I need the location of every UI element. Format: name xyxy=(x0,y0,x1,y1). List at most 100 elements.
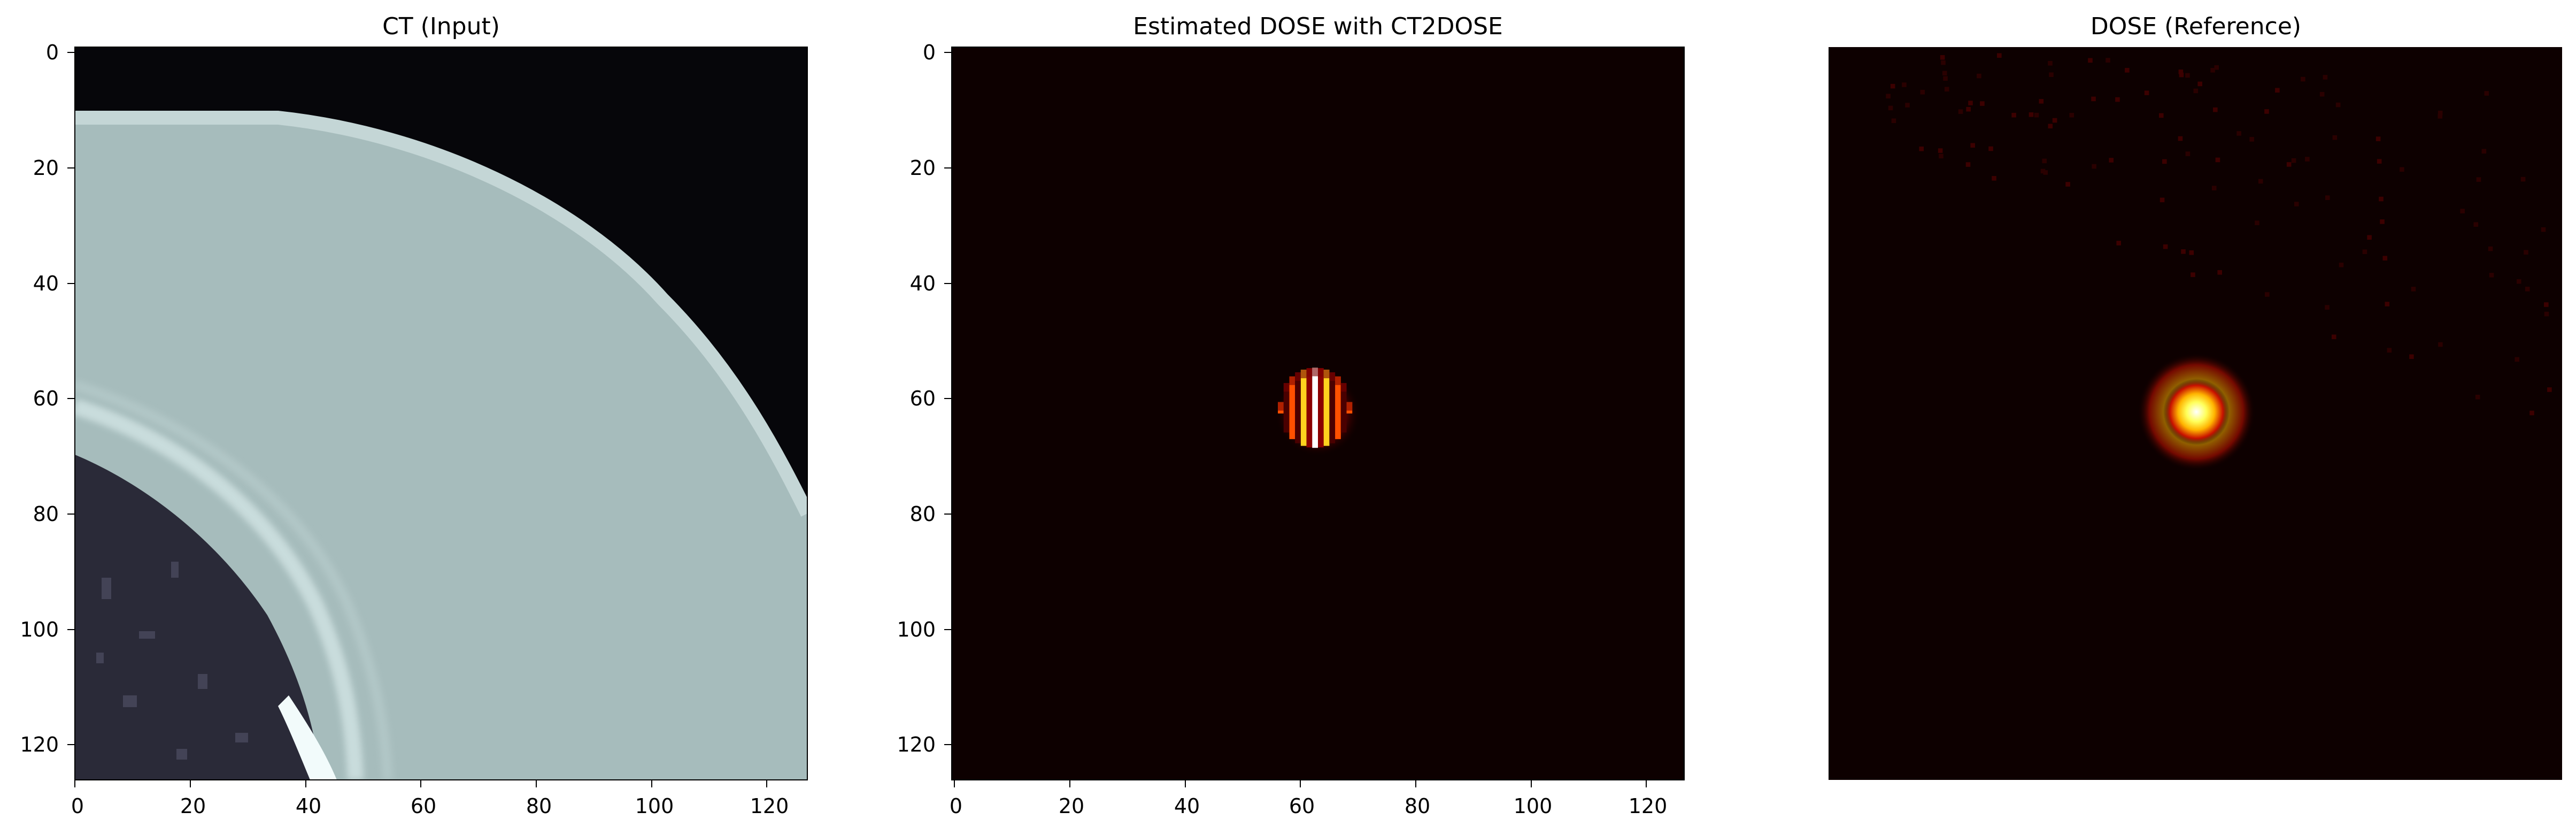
ct-lung-texture xyxy=(96,562,248,760)
estimated-dose-stripe xyxy=(1335,376,1341,439)
reference-dose-speckle xyxy=(1942,71,1947,76)
reference-dose-speckle xyxy=(1944,87,1949,92)
reference-dose-speckle xyxy=(2438,342,2443,347)
reference-dose-speckle xyxy=(2301,76,2305,82)
reference-dose-speckle xyxy=(2181,249,2186,254)
reference-dose-speckle xyxy=(1980,101,1985,106)
estimated-dose-x-tick-label: 40 xyxy=(1174,794,1200,818)
estimated-dose-y-ticks xyxy=(944,52,952,745)
reference-dose-speckle xyxy=(2039,99,2044,104)
ct-x-tick-label: 20 xyxy=(180,794,206,818)
ct-x-tick-label: 0 xyxy=(71,794,84,818)
reference-dose-speckle xyxy=(1988,146,1993,151)
estimated-dose-stripe-fade xyxy=(1346,402,1353,411)
reference-dose-speckle xyxy=(2193,88,2199,94)
reference-dose-speckle xyxy=(2489,273,2494,278)
reference-dose-speckle xyxy=(2197,81,2203,87)
reference-dose-speckle xyxy=(1966,106,1971,112)
reference-dose-speckle xyxy=(1902,82,1907,87)
reference-dose-speckle xyxy=(2029,112,2034,117)
reference-dose-speckle xyxy=(2305,157,2310,162)
ct-y-tick-label: 40 xyxy=(33,272,59,295)
estimated-dose-x-tick-label: 60 xyxy=(1289,794,1315,818)
estimated-dose-stripe xyxy=(1312,367,1318,448)
reference-dose-speckle xyxy=(2411,287,2416,292)
reference-dose-speckle xyxy=(2144,90,2149,95)
reference-dose-speckle xyxy=(1970,143,1975,148)
estimated-dose-x-ticks xyxy=(954,780,1647,787)
reference-dose-speckle xyxy=(2040,168,2046,174)
estimated-dose-stripe xyxy=(1318,368,1324,448)
reference-dose-speckle xyxy=(2159,197,2165,203)
reference-dose-speckle xyxy=(2544,302,2549,307)
reference-dose-speckle xyxy=(2481,149,2487,154)
reference-dose-speckle xyxy=(2387,348,2392,353)
reference-dose-speckle xyxy=(2325,305,2330,310)
reference-dose-speckle xyxy=(2265,292,2270,297)
reference-dose-speckle xyxy=(2484,91,2489,96)
reference-dose-speckle xyxy=(2236,131,2241,136)
reference-dose-speckle xyxy=(1891,118,1896,124)
reference-dose-speckle xyxy=(2215,157,2220,163)
ct-y-tick-label: 120 xyxy=(20,733,59,756)
reference-dose-speckle xyxy=(2325,195,2330,200)
reference-dose-speckle xyxy=(2367,235,2372,240)
reference-dose-speckle xyxy=(2516,279,2521,284)
ct-x-tick-label: 100 xyxy=(635,794,674,818)
estimated-dose-stripe-fade xyxy=(1278,402,1284,411)
reference-dose-speckle xyxy=(2011,112,2016,118)
reference-dose-speckle xyxy=(2116,241,2121,246)
estimated-dose-stripe xyxy=(1295,372,1301,443)
ct-y-tick-label: 0 xyxy=(46,41,59,64)
reference-dose-speckle xyxy=(2319,91,2325,97)
reference-dose-speckle xyxy=(2460,209,2465,213)
reference-dose-speckle xyxy=(1958,109,1963,114)
estimated-dose-stripe xyxy=(1340,383,1347,433)
reference-dose-speckle xyxy=(2185,151,2191,156)
estimated-dose-stripe xyxy=(1283,383,1290,433)
ct-panel-title: CT (Input) xyxy=(382,13,500,40)
reference-dose-speckle xyxy=(2541,227,2546,232)
reference-dose-speckle xyxy=(2291,158,2296,163)
reference-dose-speckle xyxy=(2042,158,2047,164)
reference-dose-speckle xyxy=(2249,137,2254,142)
reference-dose-speckle xyxy=(2339,263,2344,267)
reference-dose-speckle xyxy=(2043,170,2048,175)
reference-dose-speckle xyxy=(1997,53,2002,58)
estimated-dose-x-tick-label: 20 xyxy=(1059,794,1084,818)
reference-dose-speckle xyxy=(2178,69,2184,74)
reference-dose-speckle xyxy=(2034,112,2039,118)
estimated-dose-stripe xyxy=(1300,370,1307,446)
reference-dose-speckle xyxy=(1965,162,1971,167)
estimated-dose-hotspot xyxy=(1278,367,1353,448)
estimated-dose-stripe-fade xyxy=(1329,372,1336,381)
reference-dose-speckle xyxy=(2488,246,2493,251)
reference-dose-speckle xyxy=(2258,179,2263,184)
reference-dose-speckle xyxy=(2049,72,2054,77)
reference-dose-speckle xyxy=(2109,158,2114,163)
reference-dose-speckle xyxy=(2515,357,2519,362)
estimated-dose-panel: Estimated DOSE with CT2DOSE 0 20 40 xyxy=(897,13,1685,818)
ct-axes-frame xyxy=(74,47,808,780)
reference-dose-speckle xyxy=(2052,118,2057,123)
reference-dose-speckle xyxy=(1977,73,1981,79)
reference-dose-speckle xyxy=(2185,73,2190,78)
estimated-dose-stripe-fade xyxy=(1335,376,1341,385)
ct-inner-layer xyxy=(75,380,393,780)
reference-dose-speckle xyxy=(2382,256,2388,261)
estimated-dose-x-tick-label: 80 xyxy=(1405,794,1430,818)
reference-dose-speckle xyxy=(1992,176,1996,181)
reference-dose-speckle xyxy=(2409,354,2414,359)
reference-dose-speckle xyxy=(2362,249,2367,255)
estimated-dose-stripe-fade xyxy=(1340,383,1347,392)
reference-dose-speckle xyxy=(2438,114,2443,119)
reference-dose-speckle xyxy=(2473,222,2479,227)
reference-dose-speckle xyxy=(2091,96,2096,102)
reference-dose-speckle xyxy=(2525,287,2530,292)
estimated-dose-stripe xyxy=(1329,372,1336,443)
reference-dose-speckle xyxy=(1941,60,1946,65)
reference-dose-speckle xyxy=(2105,58,2110,63)
ct-inner-streak xyxy=(75,399,364,780)
reference-dose-speckle xyxy=(1919,146,1924,151)
